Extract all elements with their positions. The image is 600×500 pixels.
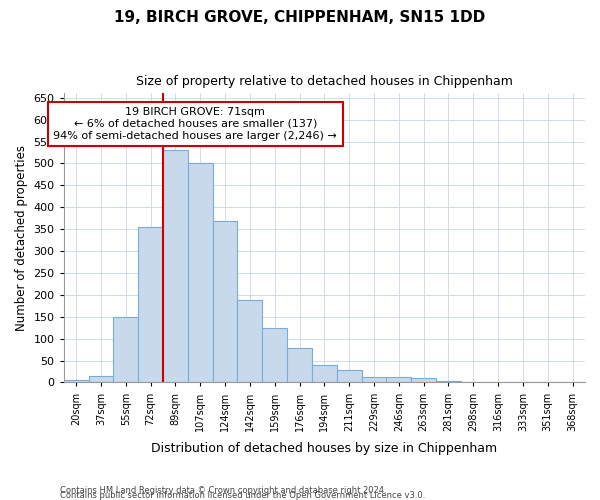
Y-axis label: Number of detached properties: Number of detached properties	[15, 145, 28, 331]
Bar	[238, 300, 262, 382]
Bar	[436, 381, 461, 382]
Text: Contains public sector information licensed under the Open Government Licence v3: Contains public sector information licen…	[60, 491, 425, 500]
Text: Contains HM Land Registry data © Crown copyright and database right 2024.: Contains HM Land Registry data © Crown c…	[60, 486, 386, 495]
Bar	[212, 222, 238, 382]
Bar	[386, 377, 411, 382]
Bar	[337, 370, 362, 382]
Bar	[312, 365, 337, 382]
Text: 19, BIRCH GROVE, CHIPPENHAM, SN15 1DD: 19, BIRCH GROVE, CHIPPENHAM, SN15 1DD	[115, 10, 485, 25]
Bar	[138, 227, 163, 382]
Text: 19 BIRCH GROVE: 71sqm
← 6% of detached houses are smaller (137)
94% of semi-deta: 19 BIRCH GROVE: 71sqm ← 6% of detached h…	[53, 108, 337, 140]
Bar	[362, 377, 386, 382]
Bar	[411, 378, 436, 382]
Bar	[89, 376, 113, 382]
Bar	[113, 317, 138, 382]
X-axis label: Distribution of detached houses by size in Chippenham: Distribution of detached houses by size …	[151, 442, 497, 455]
Bar	[188, 164, 212, 382]
Bar	[163, 150, 188, 382]
Bar	[64, 380, 89, 382]
Bar	[262, 328, 287, 382]
Bar	[287, 348, 312, 382]
Title: Size of property relative to detached houses in Chippenham: Size of property relative to detached ho…	[136, 75, 513, 88]
